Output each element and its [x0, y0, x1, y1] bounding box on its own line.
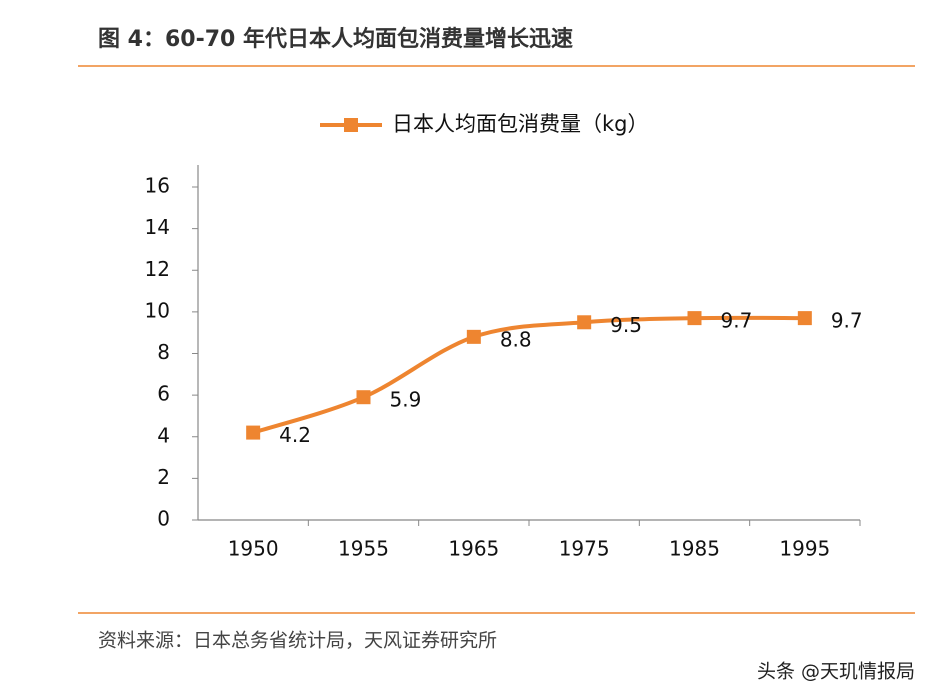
y-tick-label: 8 [157, 340, 170, 364]
y-tick-label: 6 [157, 382, 170, 406]
data-label: 5.9 [390, 388, 422, 412]
data-label: 4.2 [279, 423, 311, 447]
legend-marker [344, 118, 358, 132]
y-tick-label: 12 [145, 257, 170, 281]
source-note: 资料来源：日本总务省统计局，天风证券研究所 [98, 630, 497, 652]
y-tick-label: 4 [157, 423, 170, 447]
data-label: 9.7 [721, 309, 753, 333]
marker [356, 390, 371, 405]
x-tick-label: 1985 [669, 537, 720, 561]
y-tick-label: 16 [145, 174, 170, 198]
data-label: 9.5 [610, 313, 642, 337]
legend-label: 日本人均面包消费量（kg） [392, 112, 649, 136]
marker [577, 315, 592, 330]
y-tick-label: 2 [157, 465, 170, 489]
marker [246, 425, 261, 440]
x-tick-label: 1965 [448, 537, 499, 561]
y-tick-label: 10 [145, 298, 170, 322]
line-series [252, 315, 805, 435]
x-tick-label: 1995 [779, 537, 830, 561]
chart-title: 图 4：60-70 年代日本人均面包消费量增长迅速 [98, 26, 573, 52]
data-label: 9.7 [831, 309, 863, 333]
marker [797, 311, 812, 326]
y-tick-label: 0 [157, 507, 170, 531]
y-tick-label: 14 [145, 215, 170, 239]
x-tick-label: 1975 [559, 537, 610, 561]
data-label: 8.8 [500, 327, 532, 351]
marker [466, 329, 481, 344]
marker [687, 311, 702, 326]
watermark: 头条 @天玑情报局 [757, 661, 915, 683]
x-tick-label: 1950 [228, 537, 279, 561]
x-tick-label: 1955 [338, 537, 389, 561]
